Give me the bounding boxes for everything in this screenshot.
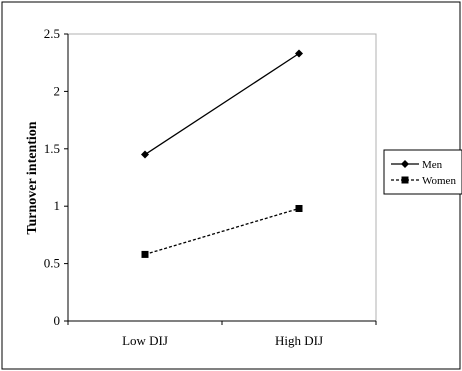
series-men: [141, 49, 303, 159]
data-point: [141, 250, 149, 258]
data-point: [141, 150, 149, 159]
legend-box: [383, 149, 462, 195]
y-tick-label: 0.5: [44, 256, 60, 271]
y-tick-label: 1: [54, 198, 61, 213]
x-ticks: Low DIJ High DIJ: [67, 321, 377, 348]
series-line: [144, 207, 300, 256]
series-line: [144, 52, 300, 156]
y-tick-label: 1.5: [44, 141, 60, 156]
y-tick-label: 2.5: [44, 26, 60, 41]
x-tick-label: Low DIJ: [122, 333, 168, 348]
y-tick-label: 0: [54, 313, 61, 328]
plot-area: [67, 33, 377, 322]
series-layer: [141, 49, 303, 258]
legend-item-women: Women: [391, 175, 456, 187]
legend: Men Women: [391, 159, 456, 187]
x-tick-label: High DIJ: [275, 333, 323, 348]
series-women: [141, 204, 303, 258]
data-point: [295, 204, 303, 212]
legend-label: Women: [422, 175, 456, 187]
legend-marker: [401, 176, 409, 184]
y-axis-label: Turnover intention: [25, 121, 40, 234]
y-tick-label: 2: [54, 83, 61, 98]
legend-marker: [401, 160, 409, 168]
legend-item-men: Men: [391, 159, 443, 171]
legend-label: Men: [422, 159, 443, 171]
y-ticks: 0 0.5 1 1.5 2 2.5: [44, 26, 68, 328]
data-point: [295, 49, 303, 58]
